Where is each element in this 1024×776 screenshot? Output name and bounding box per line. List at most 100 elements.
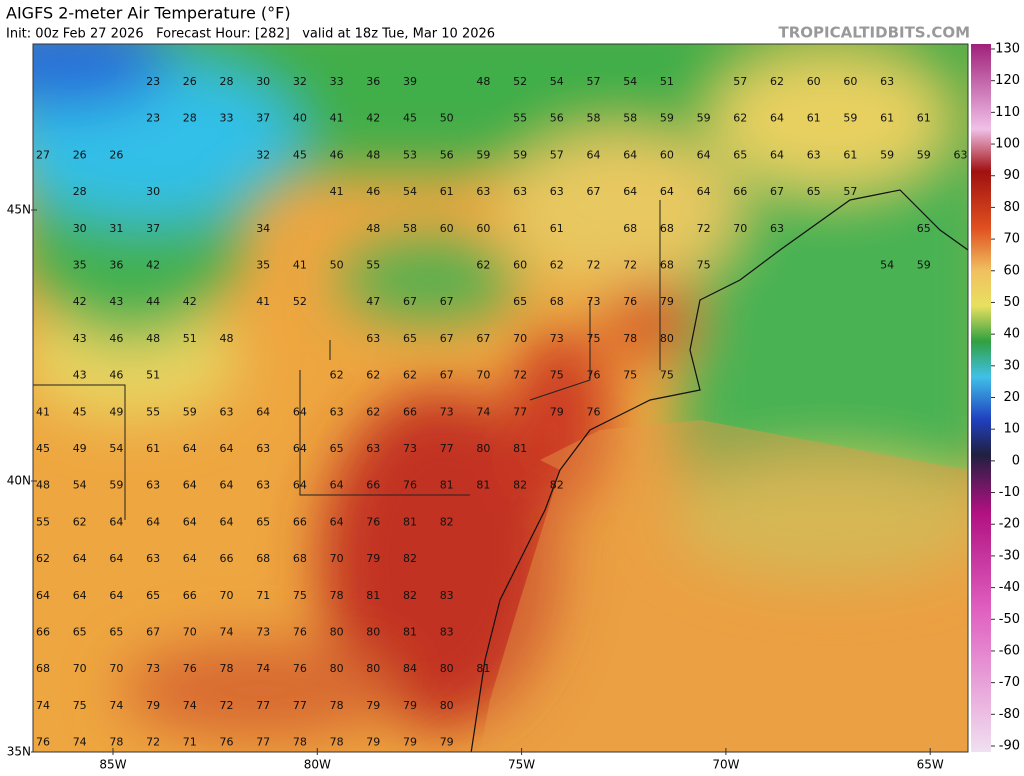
temperature-value: 77: [256, 699, 270, 712]
temperature-value: 60: [660, 148, 674, 161]
temperature-value: 41: [293, 259, 307, 272]
temperature-value: 59: [476, 148, 490, 161]
temperature-value: 66: [220, 552, 234, 565]
temperature-value: 65: [513, 295, 527, 308]
temperature-value: 55: [146, 405, 160, 418]
temperature-value: 82: [550, 479, 564, 492]
temperature-value: 82: [440, 515, 454, 528]
colorbar-label: 30: [1003, 358, 1020, 373]
temperature-value: 41: [256, 295, 270, 308]
colorbar-label: 10: [1003, 422, 1020, 437]
temperature-value: 80: [366, 626, 380, 639]
temperature-value: 65: [146, 589, 160, 602]
temperature-value: 55: [366, 259, 380, 272]
temperature-value: 70: [513, 332, 527, 345]
temperature-value: 65: [330, 442, 344, 455]
temperature-value: 64: [697, 148, 711, 161]
temperature-value: 54: [623, 75, 637, 88]
temperature-value: 79: [366, 736, 380, 749]
temperature-value: 63: [366, 442, 380, 455]
temperature-value: 81: [366, 589, 380, 602]
temperature-value: 45: [293, 148, 307, 161]
temperature-value: 74: [476, 405, 490, 418]
temperature-value: 78: [109, 736, 123, 749]
temperature-value: 42: [366, 112, 380, 125]
temperature-value: 66: [366, 479, 380, 492]
temperature-value: 30: [73, 222, 87, 235]
temperature-value: 66: [293, 515, 307, 528]
temperature-value: 63: [220, 405, 234, 418]
temperature-value: 61: [440, 185, 454, 198]
temperature-value: 76: [293, 662, 307, 675]
temperature-value: 75: [697, 259, 711, 272]
colorbar-label: -70: [999, 675, 1020, 690]
temperature-value: 81: [513, 442, 527, 455]
temperature-value: 74: [183, 699, 197, 712]
temperature-value: 67: [587, 185, 601, 198]
temperature-value: 81: [476, 662, 490, 675]
temperature-value: 36: [109, 259, 123, 272]
temperature-value: 61: [146, 442, 160, 455]
temperature-value: 64: [330, 515, 344, 528]
temperature-value: 44: [146, 295, 160, 308]
temperature-value: 75: [73, 699, 87, 712]
temperature-value: 79: [146, 699, 160, 712]
temperature-value: 64: [660, 185, 674, 198]
temperature-value: 64: [770, 148, 784, 161]
temperature-value: 28: [220, 75, 234, 88]
ocean: [480, 420, 968, 752]
temperature-value: 76: [403, 479, 417, 492]
temperature-value: 64: [330, 479, 344, 492]
temperature-value: 64: [697, 185, 711, 198]
temperature-value: 64: [293, 405, 307, 418]
temperature-value: 48: [366, 148, 380, 161]
temperature-value: 53: [403, 148, 417, 161]
colorbar-label: -10: [999, 485, 1020, 500]
temperature-value: 73: [587, 295, 601, 308]
temperature-value: 34: [256, 222, 270, 235]
temperature-value: 54: [550, 75, 564, 88]
temperature-value: 30: [256, 75, 270, 88]
temperature-value: 64: [256, 405, 270, 418]
temperature-value: 48: [366, 222, 380, 235]
temperature-value: 48: [476, 75, 490, 88]
temperature-value: 59: [697, 112, 711, 125]
temperature-value: 78: [330, 589, 344, 602]
colorbar-label: 120: [995, 73, 1020, 88]
lat-label: 45N: [7, 203, 31, 217]
temperature-value: 77: [293, 699, 307, 712]
temperature-value: 59: [917, 148, 931, 161]
temperature-value: 30: [146, 185, 160, 198]
temperature-value: 80: [330, 626, 344, 639]
temperature-value: 66: [733, 185, 747, 198]
temperature-value: 64: [109, 589, 123, 602]
temperature-value: 76: [293, 626, 307, 639]
temperature-value: 73: [403, 442, 417, 455]
temperature-value: 63: [366, 332, 380, 345]
temperature-value: 77: [440, 442, 454, 455]
temperature-value: 74: [220, 626, 234, 639]
lat-label: 40N: [7, 474, 31, 488]
temperature-value: 42: [146, 259, 160, 272]
temperature-value: 63: [550, 185, 564, 198]
temperature-value: 57: [843, 185, 857, 198]
temperature-value: 64: [220, 442, 234, 455]
lon-label: 85W: [99, 758, 126, 772]
temperature-value: 46: [109, 369, 123, 382]
temperature-value: 63: [807, 148, 821, 161]
temperature-value: 61: [550, 222, 564, 235]
temperature-value: 42: [73, 295, 87, 308]
temperature-value: 68: [293, 552, 307, 565]
temperature-value: 64: [623, 148, 637, 161]
temperature-value: 61: [843, 148, 857, 161]
temperature-value: 64: [183, 442, 197, 455]
temperature-value: 45: [73, 405, 87, 418]
temperature-value: 81: [440, 479, 454, 492]
temperature-value: 46: [366, 185, 380, 198]
temperature-value: 67: [440, 369, 454, 382]
temperature-value: 62: [36, 552, 50, 565]
temperature-value: 67: [440, 332, 454, 345]
temperature-value: 64: [770, 112, 784, 125]
temperature-value: 62: [366, 369, 380, 382]
temperature-value: 78: [293, 736, 307, 749]
